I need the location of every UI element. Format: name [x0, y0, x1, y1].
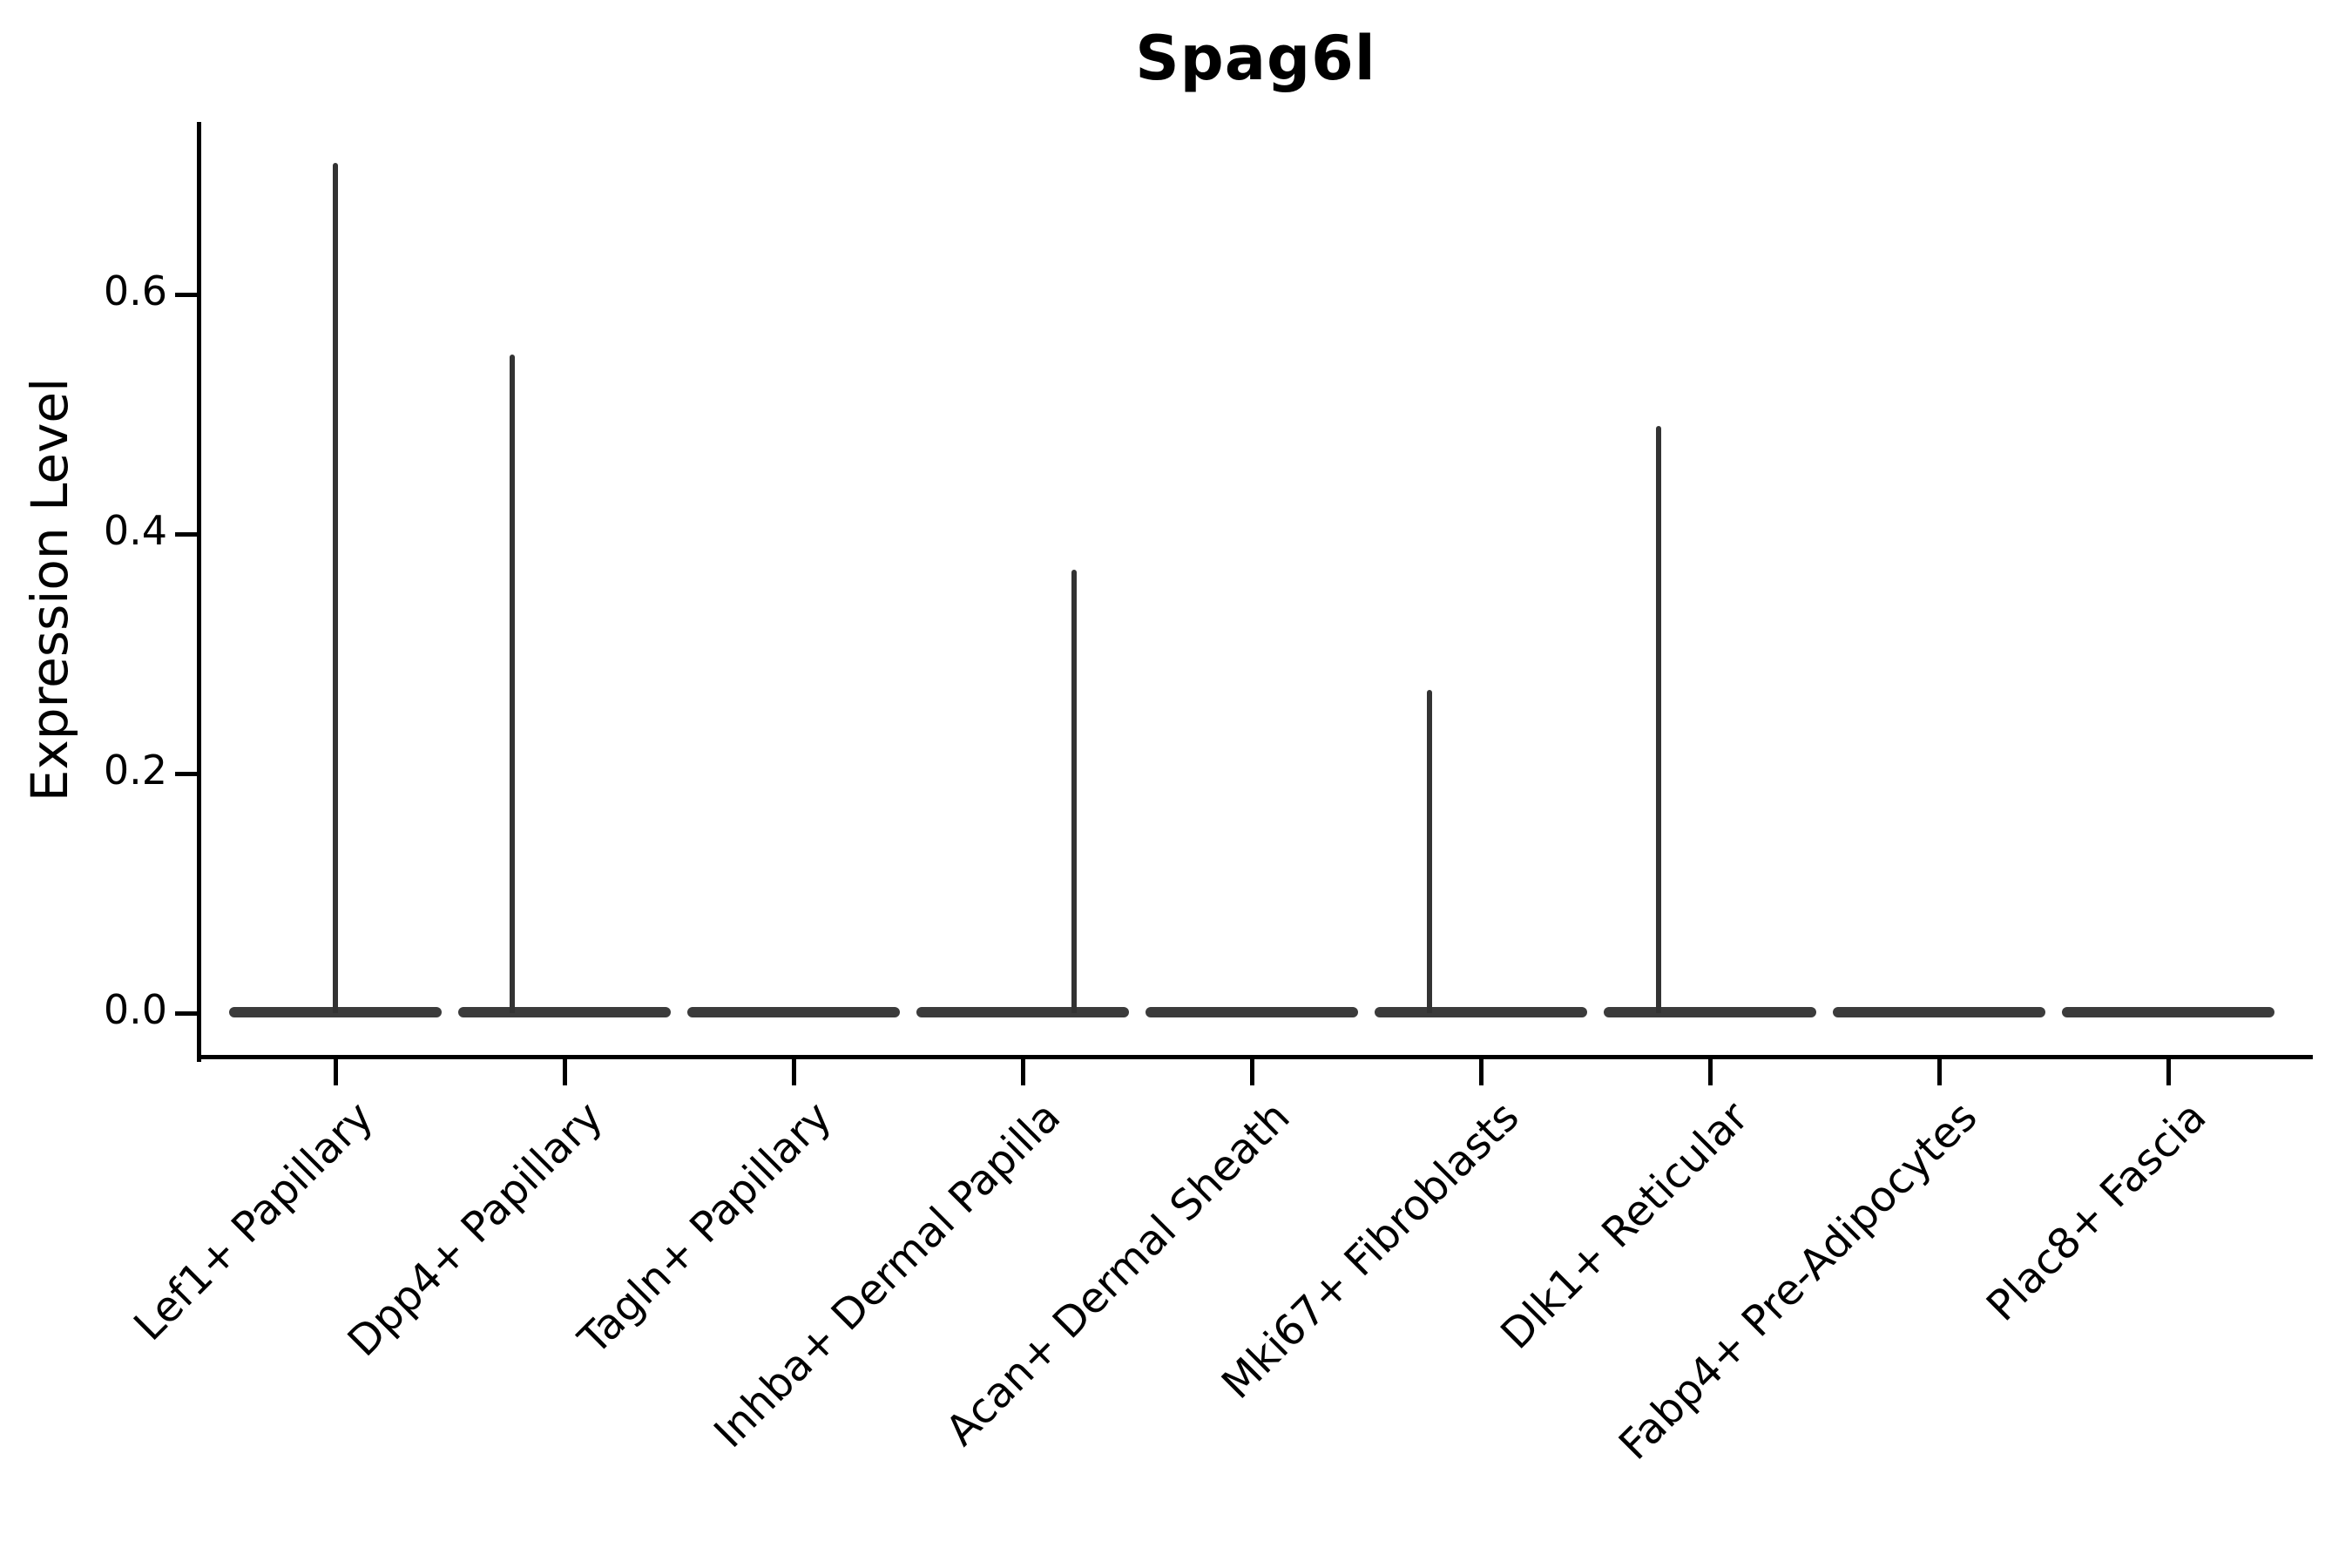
x-axis-category-label: Lef1+ Papillary [125, 1092, 383, 1350]
x-tick [333, 1059, 338, 1085]
violin-body [458, 1007, 671, 1017]
y-tick-label: 0.6 [103, 267, 167, 314]
x-tick [1020, 1059, 1025, 1085]
violin-body [1604, 1007, 1816, 1017]
x-tick [1249, 1059, 1254, 1085]
violin-body [1375, 1007, 1587, 1017]
y-tick [175, 771, 198, 776]
x-tick [1707, 1059, 1713, 1085]
x-tick [1478, 1059, 1484, 1085]
x-axis-category-label: Plac8+ Fascia [1977, 1092, 2216, 1331]
violin-spike [510, 354, 515, 1013]
violin-spike [1071, 570, 1077, 1013]
x-axis-category-label: Dlk1+ Reticular [1490, 1092, 1758, 1359]
y-tick [175, 531, 198, 537]
violin-body [687, 1007, 900, 1017]
violin-body [2062, 1007, 2274, 1017]
violin-spike [333, 162, 338, 1013]
chart-title: Spag6l [1135, 23, 1376, 94]
x-axis-category-label: Tagln+ Papillary [569, 1092, 841, 1364]
violin-spike [1656, 426, 1661, 1013]
x-axis-line [197, 1055, 2313, 1059]
x-tick [562, 1059, 567, 1085]
y-axis-line [197, 122, 201, 1062]
y-tick [175, 1010, 198, 1016]
violin-body [916, 1007, 1129, 1017]
x-tick [791, 1059, 796, 1085]
y-tick-label: 0.0 [103, 986, 167, 1033]
x-tick [1936, 1059, 1942, 1085]
x-axis-category-label: Dpp4+ Papillary [338, 1092, 612, 1367]
x-tick [2166, 1059, 2171, 1085]
y-axis-label: Expression Level [20, 377, 79, 802]
y-tick-label: 0.2 [103, 747, 167, 794]
y-tick [175, 292, 198, 297]
y-tick-label: 0.4 [103, 507, 167, 554]
violin-body [1146, 1007, 1358, 1017]
violin-body [1833, 1007, 2045, 1017]
violin-spike [1427, 689, 1432, 1013]
